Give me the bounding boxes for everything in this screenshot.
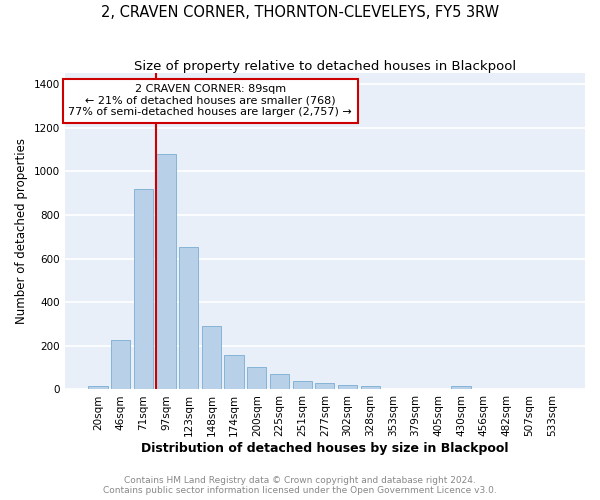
- Bar: [315, 384, 334, 390]
- Bar: [111, 340, 130, 390]
- Bar: [202, 326, 221, 390]
- Bar: [451, 386, 470, 390]
- Bar: [224, 355, 244, 390]
- X-axis label: Distribution of detached houses by size in Blackpool: Distribution of detached houses by size …: [141, 442, 509, 455]
- Title: Size of property relative to detached houses in Blackpool: Size of property relative to detached ho…: [134, 60, 516, 73]
- Bar: [293, 381, 312, 390]
- Bar: [338, 385, 357, 390]
- Bar: [88, 386, 107, 390]
- Bar: [270, 374, 289, 390]
- Bar: [247, 366, 266, 390]
- Y-axis label: Number of detached properties: Number of detached properties: [15, 138, 28, 324]
- Bar: [361, 386, 380, 390]
- Text: Contains HM Land Registry data © Crown copyright and database right 2024.
Contai: Contains HM Land Registry data © Crown c…: [103, 476, 497, 495]
- Bar: [134, 188, 153, 390]
- Text: 2 CRAVEN CORNER: 89sqm
← 21% of detached houses are smaller (768)
77% of semi-de: 2 CRAVEN CORNER: 89sqm ← 21% of detached…: [68, 84, 352, 117]
- Bar: [179, 246, 199, 390]
- Text: 2, CRAVEN CORNER, THORNTON-CLEVELEYS, FY5 3RW: 2, CRAVEN CORNER, THORNTON-CLEVELEYS, FY…: [101, 5, 499, 20]
- Bar: [157, 154, 176, 390]
